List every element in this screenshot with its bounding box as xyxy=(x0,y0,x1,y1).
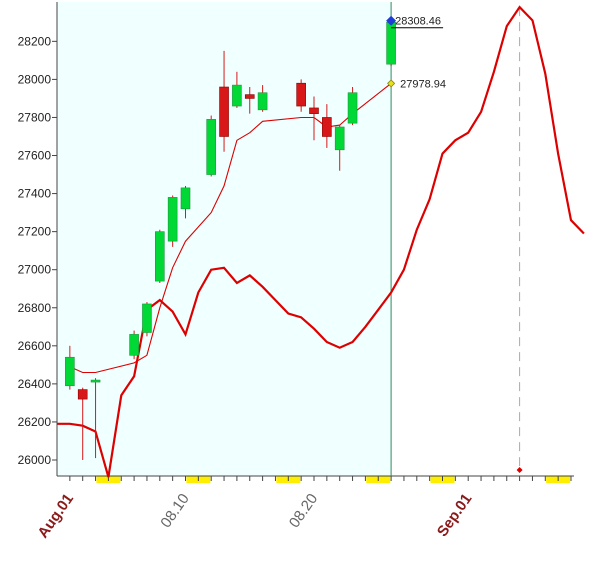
candle-body-up xyxy=(386,22,396,65)
y-tick-label: 27600 xyxy=(18,149,52,163)
candle xyxy=(77,387,88,460)
candle-body-down xyxy=(296,82,306,107)
candle-body-down xyxy=(244,94,255,99)
y-tick-label: 28000 xyxy=(18,72,52,86)
y-tick-label: 26400 xyxy=(18,377,52,391)
candle xyxy=(65,345,75,390)
candle xyxy=(129,330,139,360)
candle xyxy=(232,71,242,108)
y-tick-label: 26000 xyxy=(18,453,52,467)
candle xyxy=(257,85,268,112)
candle-body-down xyxy=(322,117,332,137)
candle xyxy=(219,50,229,152)
candle xyxy=(206,115,216,177)
ma-marker-diamond xyxy=(387,79,396,88)
candle-body-up xyxy=(155,231,165,282)
peak-marker-dot xyxy=(516,467,523,473)
candle-body-up xyxy=(167,197,178,242)
high-marker-diamond xyxy=(386,15,397,26)
candle-body-up xyxy=(232,84,242,107)
candle-body-down xyxy=(309,107,319,114)
candle xyxy=(334,125,345,171)
high-value-label: 28308.46 xyxy=(395,16,441,28)
y-tick-label: 27200 xyxy=(18,225,52,239)
candle-body-up xyxy=(257,92,268,111)
candle-body-up xyxy=(129,334,139,356)
candle xyxy=(322,104,332,148)
candle xyxy=(142,302,152,337)
candle xyxy=(155,229,165,284)
y-tick-label: 27400 xyxy=(18,187,52,201)
candle-body-up xyxy=(142,303,152,333)
y-tick-label: 26200 xyxy=(18,415,52,429)
candle-body-down xyxy=(77,389,88,400)
candle xyxy=(90,378,101,459)
candle xyxy=(296,79,306,112)
y-tick-label: 27800 xyxy=(18,110,52,124)
candles xyxy=(65,20,396,460)
candle xyxy=(309,96,319,141)
candle xyxy=(180,185,191,219)
candle xyxy=(347,87,358,126)
candle-body-up xyxy=(180,187,191,210)
ma-value-label: 27978.94 xyxy=(400,78,446,90)
y-axis-ticks: 26000 26200 26400 26600 26800 27000 27200 27400… xyxy=(18,34,57,467)
y-tick-label: 26800 xyxy=(18,301,52,315)
y-tick-label: 27000 xyxy=(18,263,52,277)
candle-body-down xyxy=(219,86,229,137)
candle-body-up xyxy=(347,92,358,124)
candle-body-up xyxy=(206,119,216,175)
candle xyxy=(244,87,255,114)
annotations: 28308.46 27978.94 xyxy=(386,15,523,473)
candle-body-up xyxy=(334,126,345,151)
y-tick-label: 26600 xyxy=(18,339,52,353)
y-tick-label: 28200 xyxy=(18,34,52,48)
candle xyxy=(167,195,178,247)
candle-body-up xyxy=(65,356,75,387)
candle-body-up xyxy=(90,379,101,383)
